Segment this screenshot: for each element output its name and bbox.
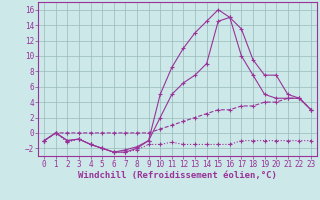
X-axis label: Windchill (Refroidissement éolien,°C): Windchill (Refroidissement éolien,°C): [78, 171, 277, 180]
